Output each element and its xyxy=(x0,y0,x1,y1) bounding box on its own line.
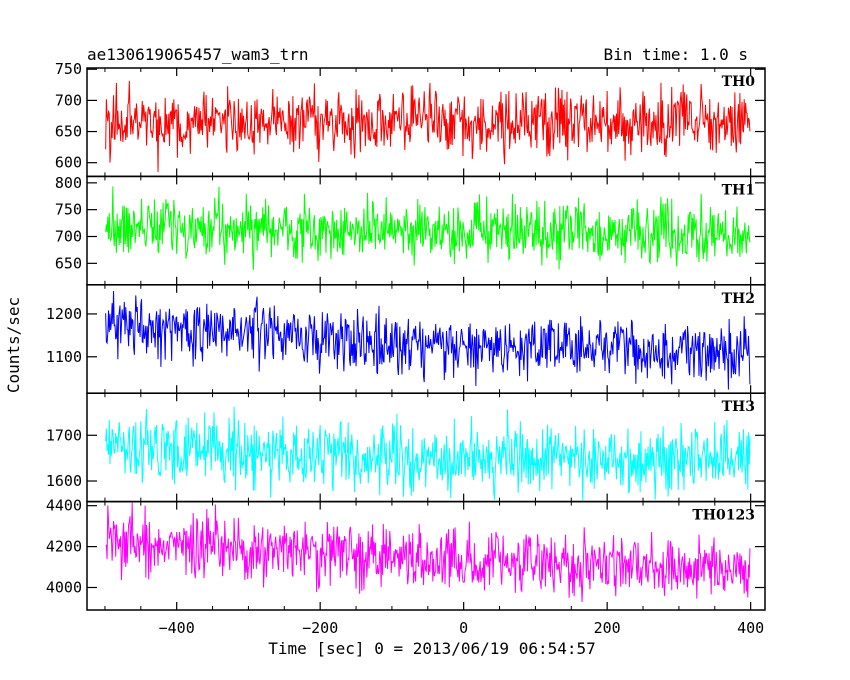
x-tick-label: −400 xyxy=(159,619,195,637)
series-line-th1 xyxy=(105,186,751,270)
y-axis-label: Counts/sec xyxy=(4,297,23,393)
y-tick-label: 650 xyxy=(55,123,82,141)
y-tick-label: 1600 xyxy=(46,472,82,490)
panels: 600 650 700 750 TH0 650 700 750 800 TH1 1100 1200 TH… xyxy=(46,60,766,611)
bin-time-label: Bin time: 1.0 s xyxy=(604,45,749,64)
x-tick-label: −200 xyxy=(302,619,338,637)
series-label-th0123: TH0123 xyxy=(692,508,755,524)
chart-title: ae130619065457_wam3_trn xyxy=(87,45,309,64)
y-tick-label: 4400 xyxy=(46,497,82,515)
y-tick-label: 1100 xyxy=(46,348,82,366)
panel-th2: 1100 1200 TH2 xyxy=(46,284,766,394)
x-axis: −400 −200 0 200 400 xyxy=(159,619,765,637)
y-tick-label: 800 xyxy=(55,174,82,192)
panel-th0: 600 650 700 750 TH0 xyxy=(55,60,766,178)
panel-th1: 650 700 750 800 TH1 xyxy=(55,174,766,286)
y-tick-label: 700 xyxy=(55,91,82,109)
y-tick-label: 700 xyxy=(55,228,82,246)
series-line-th0123 xyxy=(105,502,751,602)
y-tick-label: 1700 xyxy=(46,426,82,444)
panel-frame xyxy=(86,500,766,611)
x-tick-label: 200 xyxy=(594,619,621,637)
series-label-th0: TH0 xyxy=(722,74,756,90)
series-label-th3: TH3 xyxy=(722,399,755,415)
y-tick-label: 4200 xyxy=(46,538,82,556)
y-tick-label: 1200 xyxy=(46,305,82,323)
y-tick-label: 600 xyxy=(55,154,82,172)
y-tick-label: 650 xyxy=(55,254,82,272)
series-label-th2: TH2 xyxy=(722,291,755,307)
y-tick-label: 750 xyxy=(55,60,82,78)
series-line-th0 xyxy=(105,80,751,173)
x-tick-label: 400 xyxy=(737,619,764,637)
panel-th0123: 4000 4200 4400 TH0123 xyxy=(46,497,766,611)
x-axis-label: Time [sec] 0 = 2013/06/19 06:54:57 xyxy=(268,639,596,658)
panel-th3: 1600 1700 TH3 xyxy=(46,392,766,503)
x-tick-label: 0 xyxy=(459,619,468,637)
series-label-th1: TH1 xyxy=(722,182,755,198)
series-line-th3 xyxy=(105,406,751,501)
series-line-th2 xyxy=(105,290,751,390)
y-tick-label: 4000 xyxy=(46,579,82,597)
y-tick-label: 750 xyxy=(55,201,82,219)
